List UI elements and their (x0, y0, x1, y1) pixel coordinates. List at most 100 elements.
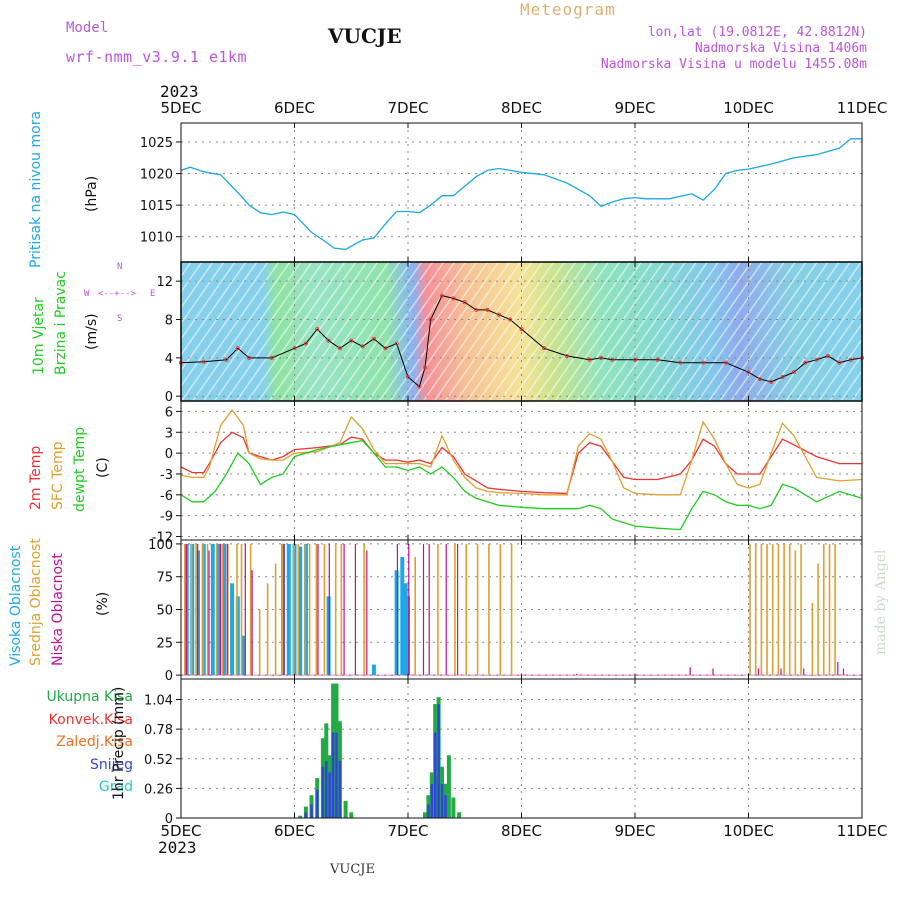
clouds-bar (689, 667, 691, 676)
y-tick-label: 3 (165, 426, 173, 441)
precip-bar (304, 812, 308, 818)
y-tick-label: -9 (160, 510, 173, 525)
clouds-bar (788, 543, 791, 675)
clouds-bar (408, 543, 410, 675)
clouds-bar (197, 543, 199, 675)
wind-gust-marker (423, 365, 428, 370)
wind-gust-marker (337, 346, 342, 351)
wind-gust-marker (723, 360, 728, 365)
clouds-bar (576, 673, 578, 676)
bottom-x-tick-label: 11DEC (837, 822, 888, 840)
clouds-bar (771, 543, 774, 675)
clouds-bar (403, 583, 408, 676)
precip-bar (430, 783, 434, 818)
clouds-bar (215, 543, 218, 675)
precip-bar (310, 804, 313, 818)
pressure-panel: 1010 1015 1020 1025 (140, 122, 863, 263)
clouds-bar (266, 583, 269, 676)
clouds-bar (298, 546, 303, 676)
precip-bar (434, 732, 437, 818)
wind-gust-marker (315, 327, 320, 332)
wind-gust-marker (837, 360, 842, 365)
precip-bar (437, 704, 440, 818)
coords-label: lon,lat (19.0812E, 42.8812N) (647, 25, 867, 40)
precip-bar (331, 732, 335, 818)
clouds-bar (414, 557, 416, 675)
legend-convective: Konvek.Kisa (48, 711, 133, 728)
wind-gust-marker (769, 379, 774, 384)
clouds-bar (195, 543, 197, 675)
clouds-bar (823, 543, 825, 675)
pressure-frame (180, 122, 863, 263)
top-x-tick-label: 8DEC (501, 99, 542, 117)
clouds-bar (457, 543, 459, 675)
y-tick-label: 0.26 (144, 782, 173, 797)
clouds-bar (406, 596, 410, 676)
clouds-bar (308, 543, 311, 675)
wind-gust-marker (485, 307, 490, 312)
year-bottom: 2023 (158, 838, 197, 857)
clouds-bar (334, 543, 337, 675)
y-tick-label: -12 (152, 531, 173, 546)
wind-gust-marker (757, 376, 762, 381)
wind-gust-marker (474, 307, 479, 312)
y-tick-label: 12 (156, 275, 173, 290)
y-tick-label: 0.52 (144, 753, 173, 768)
clouds-bar (328, 543, 330, 675)
wind-field-hatch (181, 262, 862, 401)
clouds-bar (297, 543, 300, 675)
clouds-bar (315, 543, 318, 675)
clouds-bar (437, 543, 439, 675)
clouds-bar (394, 570, 399, 676)
clouds-bar (240, 543, 243, 675)
wind-gust-marker (848, 357, 853, 362)
precip-bar (325, 761, 328, 818)
y-tick-label: 1020 (140, 168, 173, 183)
wind-gust-marker (564, 353, 569, 358)
clouds-bar (221, 543, 223, 675)
compass-n: N (117, 262, 123, 272)
wind-gust-marker (360, 344, 365, 349)
clouds-bar (226, 543, 228, 675)
clouds-bar (286, 543, 291, 675)
y-tick-label: -6 (160, 489, 173, 504)
wind-gust-marker (383, 346, 388, 351)
wind-gust-marker (451, 296, 456, 301)
clouds-bar (236, 543, 238, 675)
wind-gust-marker (814, 357, 819, 362)
precip-bar (349, 812, 354, 818)
station-title: VUCJE (328, 24, 402, 48)
wind-gust-marker (542, 346, 547, 351)
clouds-bar (828, 543, 831, 675)
clouds-bar (230, 583, 235, 676)
clouds-bar (304, 543, 306, 675)
top-x-tick-label: 5DEC (160, 99, 201, 117)
bottom-x-tick-label: 5DEC (160, 822, 201, 840)
y-tick-label: -3 (160, 468, 173, 483)
clouds-bar (244, 543, 246, 675)
wind-gust-marker (269, 355, 274, 360)
clouds-bar (754, 543, 757, 675)
wind-gust-marker (303, 341, 308, 346)
wind-gust-marker (496, 312, 501, 317)
clouds-bar (834, 543, 836, 675)
clouds-bar (811, 602, 814, 675)
y-tick-label: 25 (156, 636, 173, 651)
top-x-tick-label: 7DEC (387, 99, 428, 117)
wind-gust-marker (519, 327, 524, 332)
clouds-bar (445, 543, 447, 675)
model-altitude-label: Nadmorska Visina u modelu 1455.08m (600, 57, 867, 72)
clouds-bar (400, 557, 405, 675)
clouds-bar (780, 668, 782, 676)
y-tick-label: 1025 (140, 136, 173, 151)
wind-gust-marker (235, 346, 240, 351)
clouds-bar (366, 550, 368, 676)
precip-bar (427, 804, 430, 818)
clouds-bar (371, 664, 376, 676)
precip-bar (457, 812, 462, 818)
wind-gust-marker (598, 355, 603, 360)
precip-bar (343, 800, 348, 818)
clouds-bar (185, 543, 187, 675)
clouds-bar (354, 543, 356, 675)
